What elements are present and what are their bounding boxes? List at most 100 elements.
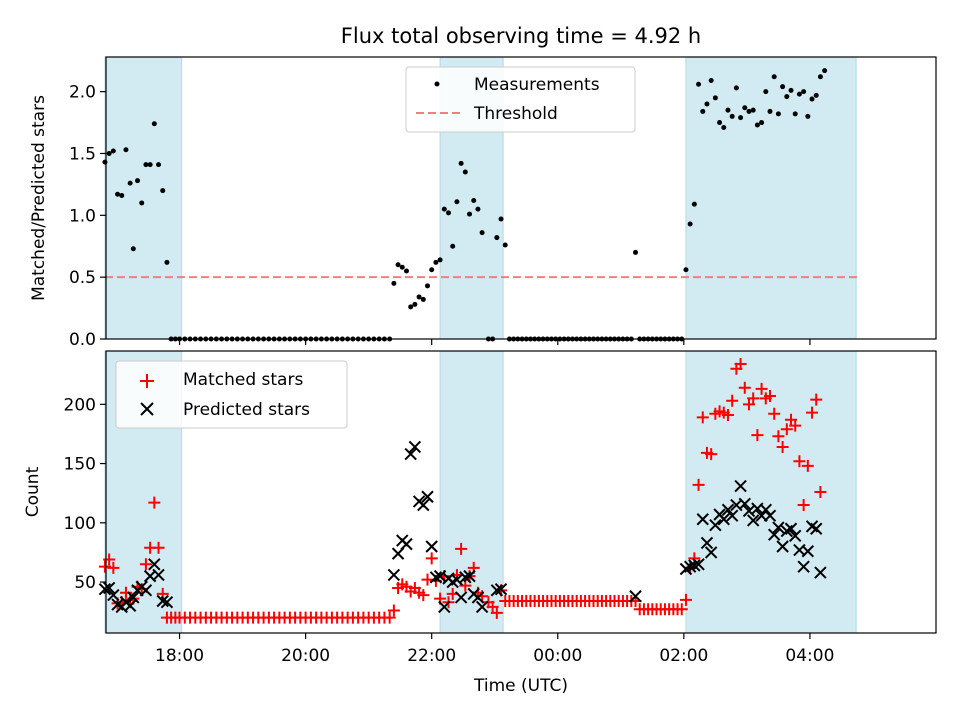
measurement-point: [462, 169, 468, 175]
matched-star-point: [772, 430, 785, 443]
predicted-star-point: [107, 588, 120, 602]
predicted-star-point: [789, 529, 802, 543]
observing-interval-3: [685, 350, 857, 634]
top-y-ticks: 0.0 0.5 1.0 1.5 2.0: [69, 83, 106, 350]
predicted-star-point: [148, 558, 161, 571]
matched-star-point: [768, 407, 781, 420]
measurement-point: [433, 259, 439, 265]
matched-star-point: [139, 558, 152, 571]
bottom-y-axis-label: Count: [23, 466, 43, 517]
flux-ratio-panel: Flux total observing time = 4.92 h 0.00.…: [29, 24, 937, 350]
measurement-point: [429, 267, 435, 273]
bottom-legend-box: [115, 360, 348, 429]
measurement-point: [391, 280, 397, 286]
measurement-point: [746, 108, 752, 114]
predicted-star-point: [139, 584, 153, 597]
predicted-star-point: [463, 569, 476, 583]
measurement-point: [424, 283, 430, 289]
legend-marker-matched: [140, 374, 154, 388]
measurement-point: [454, 199, 460, 205]
matched-star-point: [455, 542, 468, 555]
measurement-point: [399, 264, 405, 270]
observing-interval-1: [104, 56, 183, 340]
measurement-point: [771, 74, 777, 80]
matched-star-point: [152, 541, 165, 554]
top-x-ticks: [178, 339, 811, 345]
measurement-point: [147, 162, 153, 168]
matched-star-point: [679, 593, 692, 606]
predicted-star-point: [692, 558, 705, 571]
measurement-point: [708, 78, 714, 83]
predicted-star-point: [704, 546, 718, 559]
y-tick-label: 0.0: [69, 330, 96, 350]
matched-star-point: [387, 604, 400, 617]
predicted-star-point: [156, 594, 169, 608]
measurement-point: [788, 87, 794, 93]
measurement-point: [738, 115, 744, 121]
predicted-star-point: [454, 591, 468, 604]
measurement-point: [729, 113, 735, 119]
measurement-point: [696, 81, 702, 87]
predicted-star-point: [810, 522, 823, 535]
measurement-point: [822, 68, 828, 74]
star-count-panel: 50 100 150 200 18:00 20:00 22:00 00:00 02:00 04:…: [23, 350, 937, 696]
measurement-point: [759, 120, 765, 126]
predicted-star-point: [738, 497, 751, 511]
matched-star-point: [148, 496, 161, 509]
matched-star-point: [810, 393, 823, 406]
predicted-star-point: [784, 522, 798, 535]
measurement-point: [712, 95, 718, 101]
measurement-point: [817, 74, 823, 80]
matched-star-point: [755, 382, 768, 395]
matched-star-point: [764, 390, 776, 403]
y-tick-label: 1.0: [69, 206, 96, 226]
measurement-point: [164, 259, 170, 265]
y-tick-label: 0.5: [69, 268, 96, 288]
measurement-point: [437, 257, 443, 263]
y-tick-label: 2.0: [69, 83, 96, 103]
measurement-point: [119, 193, 125, 199]
measurement-point: [450, 243, 456, 249]
measurement-point: [687, 221, 693, 227]
predicted-star-point: [400, 537, 413, 551]
measurement-point: [780, 84, 786, 90]
measurement-point: [130, 246, 136, 252]
predicted-star-point: [709, 518, 722, 532]
y-tick-label: 50: [74, 573, 96, 593]
measurement-point: [416, 294, 422, 300]
y-tick-label: 150: [64, 455, 96, 475]
top-legend-box: [405, 66, 636, 133]
legend-marker-predicted: [140, 402, 154, 416]
matched-star-point: [98, 560, 111, 573]
bottom-x-ticks: 18:00 20:00 22:00 00:00 02:00 04:00: [155, 633, 834, 666]
predicted-star-point: [801, 545, 815, 558]
measurement-point: [139, 200, 145, 206]
measurement-point: [700, 108, 706, 114]
predicted-star-point: [494, 582, 508, 596]
matched-star-point: [738, 381, 751, 394]
predicted-star-point: [421, 490, 434, 503]
matched-star-point: [747, 392, 760, 405]
measurement-point: [408, 304, 414, 310]
predicted-star-point: [475, 600, 489, 614]
x-tick-label: 00:00: [533, 646, 582, 666]
y-tick-label: 100: [64, 514, 96, 534]
matched-star-point: [383, 611, 396, 624]
measurement-point: [106, 150, 112, 156]
measurement-point: [467, 211, 473, 217]
measurement-point: [763, 89, 769, 95]
measurement-point: [784, 94, 790, 100]
predicted-star-point: [417, 498, 430, 512]
measurement-point: [143, 162, 149, 168]
bottom-y-ticks: 50 100 150 200: [64, 395, 106, 593]
matched-star-point: [490, 606, 503, 619]
matched-star-point: [107, 561, 120, 574]
predicted-star-point: [734, 479, 747, 493]
predicted-star-point: [688, 559, 701, 572]
measurement-point: [471, 197, 477, 203]
legend-label-measurements: Measurements: [474, 75, 600, 95]
measurement-point: [801, 89, 807, 95]
matched-star-point: [421, 573, 434, 586]
measurement-point: [704, 101, 710, 107]
